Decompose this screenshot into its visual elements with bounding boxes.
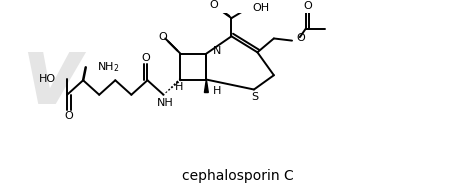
Text: S: S xyxy=(251,92,258,102)
Text: O: O xyxy=(141,53,150,63)
Text: O: O xyxy=(64,111,73,121)
Text: HO: HO xyxy=(39,74,56,84)
Text: cephalosporin C: cephalosporin C xyxy=(182,169,294,183)
Text: O: O xyxy=(210,0,218,10)
Text: v: v xyxy=(21,32,83,124)
Text: N: N xyxy=(212,46,221,56)
Text: O: O xyxy=(303,1,312,11)
Text: OH: OH xyxy=(252,3,269,13)
Text: O: O xyxy=(297,33,306,43)
Text: H: H xyxy=(212,86,221,96)
Text: H: H xyxy=(175,82,184,92)
Text: NH: NH xyxy=(157,98,173,108)
Text: NH$_2$: NH$_2$ xyxy=(97,60,119,74)
Polygon shape xyxy=(204,79,208,93)
Text: O: O xyxy=(158,32,167,42)
